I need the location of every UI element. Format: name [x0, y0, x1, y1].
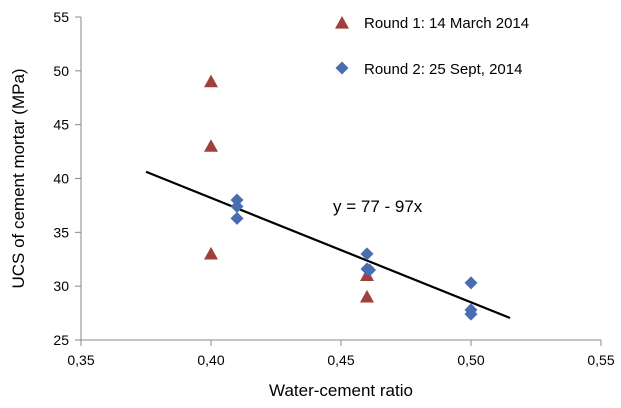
y-tick-label: 45: [53, 117, 69, 133]
y-tick-label: 30: [53, 278, 69, 294]
y-axis-title: UCS of cement mortar (MPa): [9, 68, 28, 288]
trendline: [145, 170, 511, 320]
legend: Round 1: 14 March 2014 Round 2: 25 Sept,…: [335, 15, 529, 78]
y-tick-label: 35: [53, 224, 69, 240]
data-point-round-1: [204, 246, 218, 260]
y-ticks: 25 30 35 40 45 50 55: [53, 9, 81, 348]
y-tick-label: 25: [53, 332, 69, 348]
data-point-round-2: [464, 276, 478, 290]
legend-marker-triangle: [335, 16, 349, 29]
data-point-round-2: [360, 247, 374, 261]
x-tick-label: 0,35: [67, 352, 94, 368]
x-ticks: 0,35 0,40 0,45 0,50 0,55: [67, 340, 615, 368]
data-point-round-1: [204, 74, 218, 88]
axes: 0,35 0,40 0,45 0,50 0,55 25 30 35 40 45 50 55: [53, 9, 614, 368]
legend-item-round-1: Round 1: 14 March 2014: [335, 15, 529, 32]
data-point-round-1: [204, 139, 218, 152]
y-tick-label: 50: [53, 63, 69, 79]
legend-label-round-1: Round 1: 14 March 2014: [364, 15, 529, 32]
legend-label-round-2: Round 2: 25 Sept, 2014: [364, 61, 522, 78]
x-axis-title: Water-cement ratio: [269, 381, 413, 400]
y-tick-label: 55: [53, 9, 69, 25]
data-points: [204, 74, 478, 321]
y-tick-label: 40: [53, 171, 69, 187]
data-point-round-1: [360, 289, 374, 303]
x-tick-label: 0,40: [197, 352, 224, 368]
trendline-equation: y = 77 - 97x: [333, 197, 423, 216]
legend-marker-diamond: [335, 61, 349, 75]
legend-item-round-2: Round 2: 25 Sept, 2014: [335, 61, 522, 78]
x-tick-label: 0,55: [587, 352, 614, 368]
data-point-round-2: [363, 263, 377, 277]
data-point-round-2: [230, 211, 244, 225]
x-tick-label: 0,50: [457, 352, 484, 368]
data-point-round-2: [464, 307, 478, 321]
data-point-round-2: [230, 199, 244, 213]
x-tick-label: 0,45: [327, 352, 354, 368]
